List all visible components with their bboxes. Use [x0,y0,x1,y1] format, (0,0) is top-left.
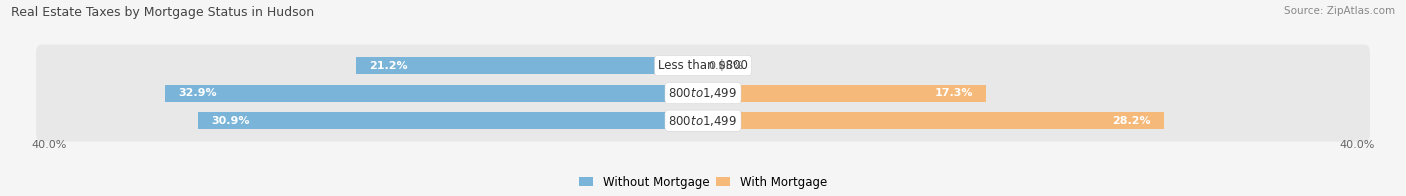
Text: $800 to $1,499: $800 to $1,499 [668,86,738,100]
Text: $800 to $1,499: $800 to $1,499 [668,114,738,128]
Text: 30.9%: 30.9% [211,116,249,126]
Text: 32.9%: 32.9% [179,88,217,98]
Text: 0.05%: 0.05% [709,61,744,71]
FancyBboxPatch shape [37,72,1369,114]
Bar [198,112,703,129]
FancyBboxPatch shape [37,45,1369,86]
Text: Source: ZipAtlas.com: Source: ZipAtlas.com [1284,6,1395,16]
Bar [703,84,986,102]
Text: 17.3%: 17.3% [934,88,973,98]
Bar [703,112,1164,129]
Text: 28.2%: 28.2% [1112,116,1152,126]
Text: Real Estate Taxes by Mortgage Status in Hudson: Real Estate Taxes by Mortgage Status in … [11,6,315,19]
FancyBboxPatch shape [37,100,1369,142]
Text: 21.2%: 21.2% [370,61,408,71]
Bar [166,84,703,102]
Text: Less than $800: Less than $800 [658,59,748,72]
Bar [357,57,703,74]
Legend: Without Mortgage, With Mortgage: Without Mortgage, With Mortgage [579,176,827,189]
